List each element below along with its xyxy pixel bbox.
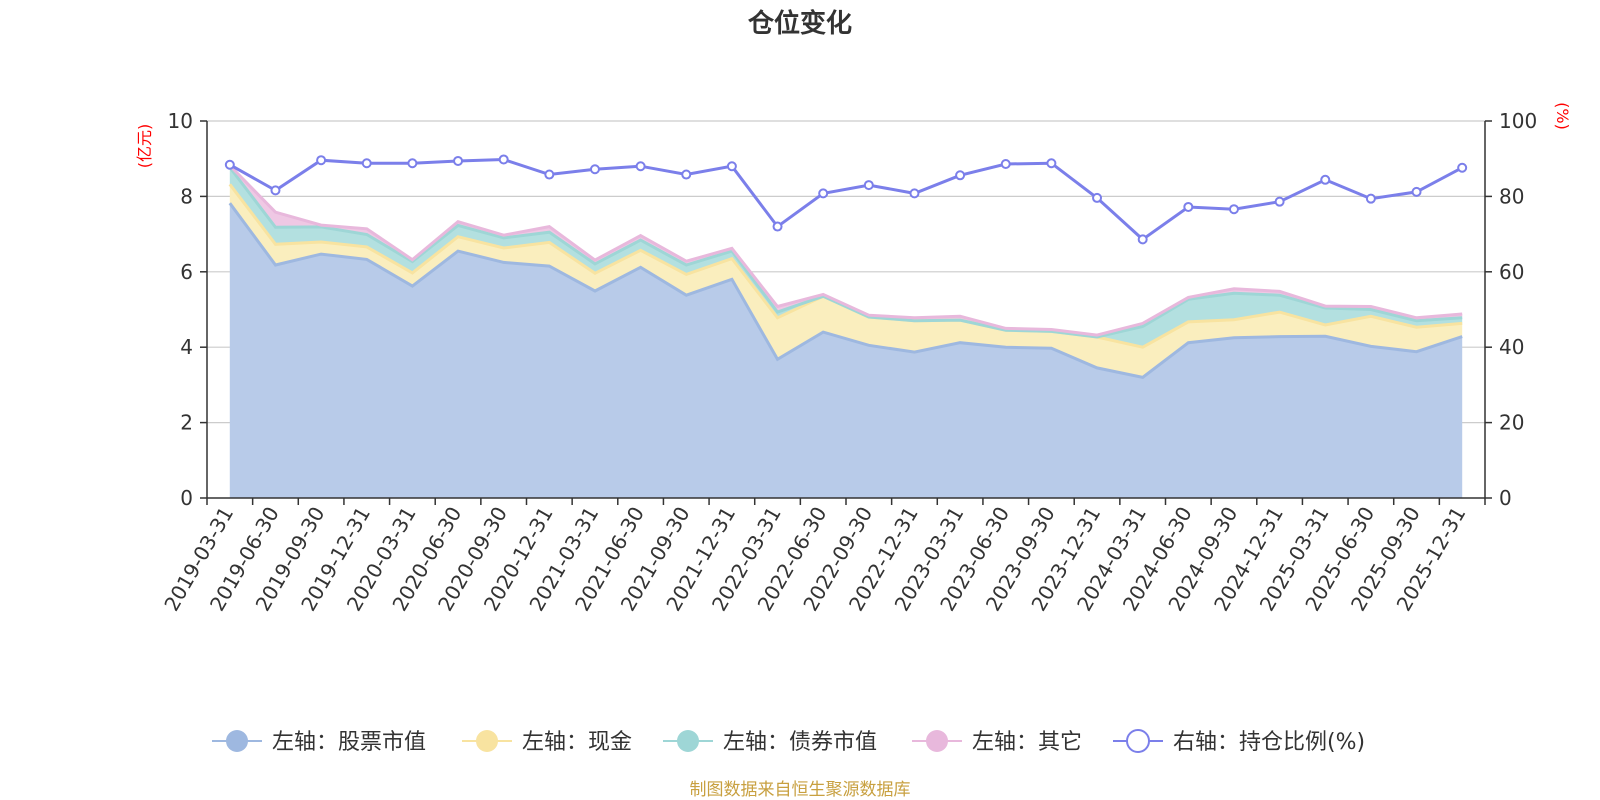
area-series	[228, 164, 1463, 498]
legend-marker-0	[226, 730, 248, 752]
ratio-line-series	[224, 154, 1468, 245]
ratio-line	[229, 157, 1463, 242]
right-tick-label-5: 100	[1499, 109, 1537, 133]
ratio-point-1	[270, 185, 281, 196]
ratio-point-10	[681, 169, 692, 180]
ratio-point-15	[909, 188, 920, 199]
ratio-point-9	[635, 161, 646, 172]
ratio-point-7	[544, 169, 555, 180]
ratio-point-26	[1411, 186, 1422, 197]
right-tick-label-1: 20	[1499, 411, 1524, 435]
ratio-point-4	[407, 158, 418, 169]
ratio-point-13	[818, 188, 829, 199]
left-tick-label-4: 8	[180, 184, 193, 208]
legend: 左轴：股票市值 左轴：现金 左轴：债券市值 左轴：其它 右轴：持仓比例(%)	[212, 729, 1365, 755]
left-tick-label-2: 4	[180, 335, 193, 359]
ratio-point-23	[1274, 196, 1285, 207]
ratio-point-25	[1365, 193, 1376, 204]
right-tick-label-2: 40	[1499, 335, 1524, 359]
ratio-point-17	[1000, 158, 1011, 169]
ratio-point-5	[453, 155, 464, 166]
ratio-point-21	[1183, 201, 1194, 212]
area-fill-0	[229, 203, 1463, 498]
ratio-point-2	[316, 155, 327, 166]
ratio-point-20	[1137, 234, 1148, 245]
right-axis-unit: (%)	[1553, 102, 1572, 130]
ratio-point-0	[224, 159, 235, 170]
ratio-point-3	[361, 158, 372, 169]
chart-title: 仓位变化	[747, 8, 852, 39]
ratio-point-16	[955, 170, 966, 181]
ratio-point-27	[1457, 162, 1468, 173]
ratio-point-11	[726, 161, 737, 172]
area-line-0	[228, 202, 1463, 380]
left-tick-label-1: 2	[180, 411, 193, 435]
right-tick-label-0: 0	[1499, 486, 1512, 510]
ratio-point-24	[1320, 174, 1331, 185]
legend-marker-3	[926, 730, 948, 752]
legend-marker-1	[476, 730, 498, 752]
left-tick-label-3: 6	[180, 260, 193, 284]
ratio-point-22	[1228, 204, 1239, 215]
right-tick-label-4: 80	[1499, 184, 1524, 208]
left-axis-unit: (亿元)	[135, 124, 154, 169]
left-tick-label-0: 0	[180, 486, 193, 510]
ratio-point-19	[1092, 192, 1103, 203]
ratio-point-14	[863, 180, 874, 191]
legend-marker-4	[1126, 729, 1150, 753]
ratio-point-8	[589, 164, 600, 175]
ratio-point-18	[1046, 158, 1057, 169]
ratio-point-6	[498, 154, 509, 165]
legend-label-0: 左轴：股票市值	[272, 730, 426, 755]
legend-marker-2	[677, 730, 699, 752]
area-line-3	[228, 164, 1463, 337]
right-tick-label-3: 60	[1499, 260, 1524, 284]
area-line-2	[228, 166, 1463, 339]
legend-label-1: 左轴：现金	[522, 730, 632, 755]
ratio-point-12	[772, 221, 783, 232]
left-tick-label-5: 10	[168, 109, 193, 133]
legend-label-2: 左轴：债券市值	[723, 730, 877, 755]
legend-label-4: 右轴：持仓比例(%)	[1173, 730, 1365, 755]
legend-label-3: 左轴：其它	[972, 730, 1082, 755]
data-source-note: 制图数据来自恒生聚源数据库	[690, 780, 911, 800]
